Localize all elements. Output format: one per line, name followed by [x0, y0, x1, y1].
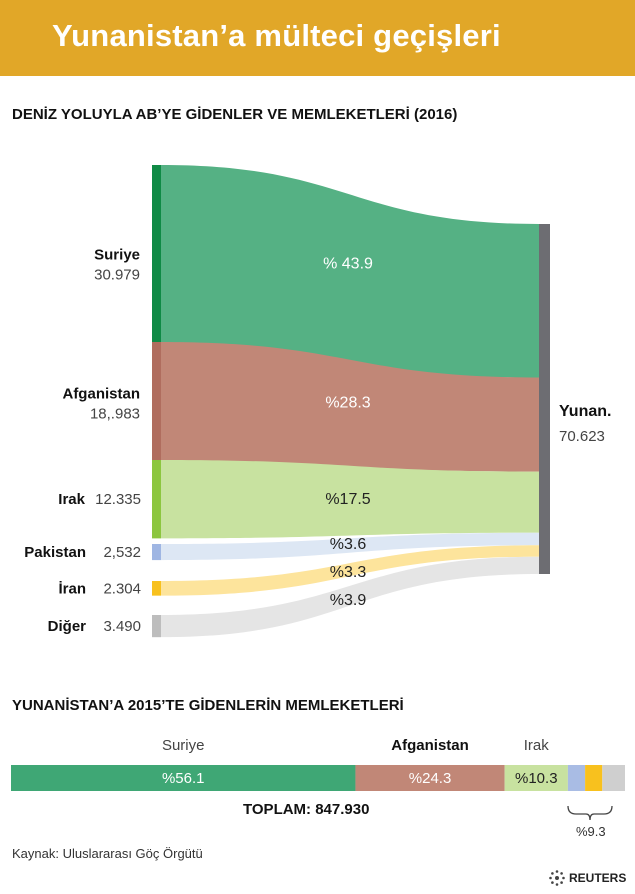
flow-pct-label-irak: %17.5	[325, 491, 370, 508]
source-bar-afganistan	[152, 342, 161, 463]
source-value-suriye: 30.979	[94, 266, 140, 283]
source-value-irak: 12.335	[95, 491, 141, 508]
source-value-i-ran: 2.304	[103, 580, 141, 597]
flow-pct-label-suriye: % 43.9	[323, 255, 373, 272]
flow-pct-label-pakistan: %3.6	[330, 536, 367, 553]
page-title: Yunanistan’a mülteci geçişleri	[52, 18, 501, 53]
source-name-pakistan: Pakistan	[24, 544, 86, 561]
strip-segment-other-3	[567, 765, 586, 791]
target-value: 70.623	[559, 428, 605, 445]
source-name-i-ran: İran	[58, 580, 86, 597]
header-banner: Yunanistan’a mülteci geçişleri	[0, 0, 635, 76]
source-name-irak: Irak	[58, 491, 85, 508]
source-name-afganistan: Afganistan	[62, 385, 140, 402]
flow-band-diger	[161, 556, 539, 638]
source-value-pakistan: 2,532	[103, 544, 141, 561]
strip-title: YUNANİSTAN’A 2015’TE GİDENLERİN MEMLEKET…	[12, 697, 404, 714]
source-bar-pakistan	[152, 544, 161, 561]
strip-value-afganistan: %24.3	[409, 770, 452, 787]
sankey-chart: % 43.9 Suriye 30.979 %28.3 Afganistan 18,.983…	[24, 165, 611, 638]
source-name-suriye: Suriye	[94, 246, 140, 263]
target-bar	[539, 224, 550, 574]
strip-category-suriye: Suriye	[161, 737, 205, 754]
source-bar-i-ran	[152, 581, 161, 596]
flow-pct-label-i-ran: %3.3	[330, 564, 367, 581]
reuters-logo-icon	[549, 870, 565, 886]
sankey-title: DENİZ YOLUYLA AB’YE GİDENLER VE MEMLEKET…	[12, 106, 458, 123]
source-bar-irak	[152, 460, 161, 539]
strip-category-afganistan: Afganistan	[391, 737, 469, 754]
strip-segment-other-4	[585, 765, 603, 791]
source-bar-suriye	[152, 165, 161, 362]
source-bar-diger	[152, 615, 161, 638]
source-note: Kaynak: Uluslararası Göç Örgütü	[12, 846, 203, 861]
flow-pct-label-diger: %3.9	[330, 592, 367, 609]
strip-segment-afganistan	[355, 765, 505, 791]
reuters-logo: REUTERS	[548, 869, 626, 887]
flow-pct-label-afganistan: %28.3	[325, 394, 370, 411]
source-name-diger: Diğer	[48, 618, 87, 635]
strip-value-irak: %10.3	[515, 770, 558, 787]
flow-band-pakistan	[161, 532, 539, 561]
source-value-diger: 3.490	[103, 618, 141, 635]
source-value-afganistan: 18,.983	[90, 405, 140, 422]
strip-chart: %56.1 %24.3 %10.3	[11, 765, 625, 791]
strip-segment-other-5	[602, 765, 625, 791]
target-name: Yunan.	[559, 403, 611, 420]
flow-band-suriye	[161, 165, 539, 378]
total-label: TOPLAM: 847.930	[243, 801, 370, 818]
reuters-logo-text: REUTERS	[569, 871, 627, 885]
others-label: %9.3	[576, 824, 606, 839]
strip-category-irak: Irak	[523, 737, 549, 754]
strip-segment-suriye	[11, 765, 356, 791]
flow-band-i-ran	[161, 545, 539, 596]
flow-band-irak	[161, 460, 539, 539]
strip-segment-irak	[504, 765, 568, 791]
flow-band-afganistan	[161, 342, 539, 472]
strip-value-suriye: %56.1	[162, 770, 205, 787]
others-brace	[567, 805, 613, 821]
